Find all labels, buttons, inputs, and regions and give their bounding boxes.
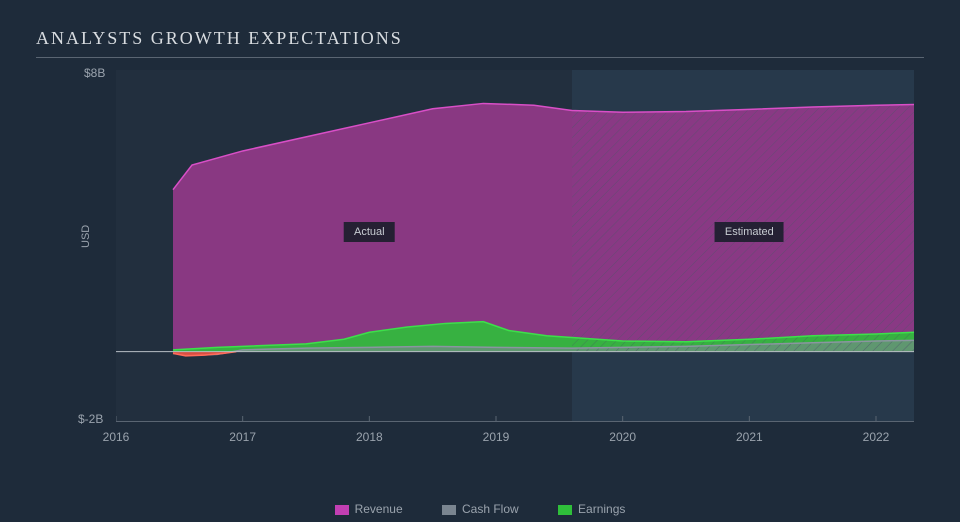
legend-swatch-revenue xyxy=(335,505,349,515)
x-tick-2021: 2021 xyxy=(736,430,763,444)
legend-item-revenue: Revenue xyxy=(335,502,403,516)
x-tick-2017: 2017 xyxy=(229,430,256,444)
x-tick-2022: 2022 xyxy=(863,430,890,444)
legend: Revenue Cash Flow Earnings xyxy=(0,502,960,516)
title-rule xyxy=(36,57,924,58)
x-tick-2016: 2016 xyxy=(103,430,130,444)
legend-swatch-cashflow xyxy=(442,505,456,515)
plot-region xyxy=(116,70,914,422)
legend-label-revenue: Revenue xyxy=(355,502,403,516)
legend-item-cashflow: Cash Flow xyxy=(442,502,519,516)
x-tick-2018: 2018 xyxy=(356,430,383,444)
x-tick-2019: 2019 xyxy=(483,430,510,444)
legend-swatch-earnings xyxy=(558,505,572,515)
chart-area: $8B USD $-2B 2016 2017 2018 2019 2020 2021 202… xyxy=(36,62,924,462)
chart-title: ANALYSTS GROWTH EXPECTATIONS xyxy=(36,28,924,49)
estimated-label: Estimated xyxy=(715,222,784,242)
actual-label: Actual xyxy=(344,222,395,242)
chart-svg xyxy=(116,70,914,422)
y-tick-top: $8B xyxy=(84,66,105,80)
y-tick-bottom: $-2B xyxy=(78,412,103,426)
x-tick-2020: 2020 xyxy=(609,430,636,444)
legend-label-earnings: Earnings xyxy=(578,502,625,516)
legend-label-cashflow: Cash Flow xyxy=(462,502,519,516)
legend-item-earnings: Earnings xyxy=(558,502,625,516)
y-axis-title: USD xyxy=(80,225,92,248)
